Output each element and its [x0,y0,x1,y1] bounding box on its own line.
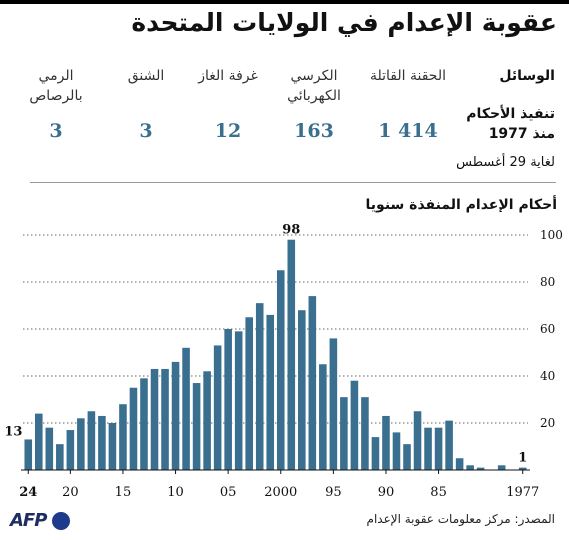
bar [255,303,264,470]
method-count: 1 414 [378,120,438,142]
divider [30,182,556,183]
method-count: 3 [139,120,153,142]
methods-label: الوسائل [499,68,555,84]
bar [45,427,54,470]
bar [56,444,64,470]
bar [319,364,327,470]
bar [329,338,338,470]
x-tick-label: 10 [167,485,184,500]
as-of-date: لغاية 29 أغسطس [456,155,555,170]
bar [171,361,180,470]
x-tick-label: 05 [220,485,237,500]
method-gas-chamber: غرفة الغاز 12 [182,66,274,142]
bar [119,404,127,470]
bar [24,439,33,470]
y-tick-label: 60 [540,322,555,336]
bar [445,420,453,470]
bar [308,296,317,470]
bar [276,270,285,470]
bar [203,371,211,470]
bar [150,368,159,470]
method-name: الحقنة القاتلة [370,68,446,84]
bar [213,345,222,470]
bar [434,427,443,470]
bar [245,317,253,470]
bar [266,314,275,470]
x-tick-label: 90 [378,485,395,500]
x-tick-label: 24 [19,485,37,500]
data-label: 13 [4,424,22,439]
bar [371,437,380,470]
y-tick-label: 100 [540,228,563,242]
data-label: 1 [518,451,527,466]
method-count: 3 [49,120,63,142]
bar [129,387,138,470]
bar [403,444,411,470]
bar [382,415,390,470]
bar [424,427,432,470]
y-tick-label: 80 [540,275,555,289]
y-tick-label: 40 [540,369,555,383]
bar [466,465,474,470]
bar [161,368,169,470]
method-name: الرمي بالرصاص [29,68,83,104]
bar [140,378,148,470]
method-name: غرفة الغاز [198,68,258,84]
bar [87,411,96,470]
afp-logo-dot [52,512,70,530]
data-label: 98 [282,223,300,238]
bar [234,331,243,470]
x-tick-label: 85 [430,485,447,500]
executions-label: تنفيذ الأحكام منذ 1977 [466,106,555,142]
y-tick-label: 20 [540,416,555,430]
bar [77,418,85,470]
source-note: المصدر: مركز معلومات عقوبة الإعدام [366,512,555,526]
method-count: 163 [294,120,334,142]
method-count: 12 [214,120,242,142]
x-tick-label: 15 [115,485,132,500]
bar [298,310,306,470]
method-name: الكرسي الكهربائي [287,68,341,104]
x-tick-label: 20 [62,485,79,500]
bar [455,458,464,470]
x-tick-label: 95 [325,485,342,500]
bar [98,415,106,470]
top-bar [0,0,569,4]
bar [340,397,348,470]
bar [350,380,359,470]
method-hanging: الشنق 3 [100,66,192,142]
bar [392,432,401,470]
bar [182,347,190,470]
page-title: عقوبة الإعدام في الولايات المتحدة [131,8,557,37]
bar [66,430,75,470]
bar [34,413,43,470]
chart-title: أحكام الإعدام المنفذة سنويا [365,197,557,213]
method-firing-squad: الرمي بالرصاص 3 [10,66,102,142]
bar [192,383,201,470]
method-lethal-injection: الحقنة القاتلة 1 414 [362,66,454,142]
x-tick-label: 1977 [506,485,539,500]
method-electric-chair: الكرسي الكهربائي 163 [268,66,360,142]
bar [413,411,422,470]
bar [361,397,369,470]
bar [497,465,506,470]
x-tick-label: 2000 [264,485,297,500]
bar [108,423,117,470]
bar [287,239,296,470]
afp-logo: AFP [10,510,47,531]
bar [224,329,232,470]
bar [476,467,485,470]
method-name: الشنق [127,68,165,84]
bar [518,467,527,470]
